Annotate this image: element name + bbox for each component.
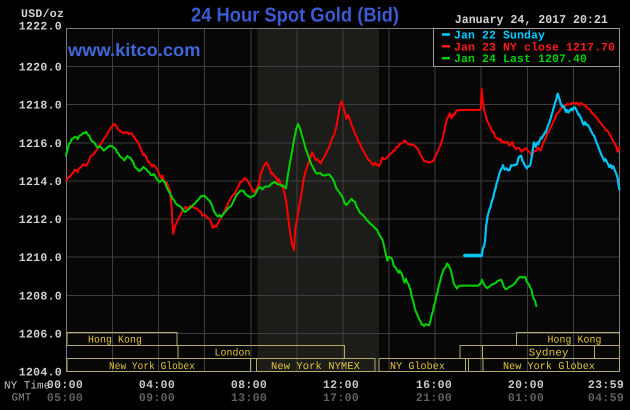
- svg-text:1220.0: 1220.0: [19, 62, 62, 75]
- svg-text:January 24, 2017 20:21: January 24, 2017 20:21: [455, 13, 608, 27]
- svg-text:Hong Kong: Hong Kong: [88, 334, 142, 346]
- svg-text:Jan 24 Last 1207.40: Jan 24 Last 1207.40: [454, 53, 587, 66]
- svg-text:17:00: 17:00: [323, 392, 359, 405]
- svg-text:04:59: 04:59: [588, 392, 624, 405]
- svg-text:1222.0: 1222.0: [19, 21, 62, 34]
- svg-text:NY Time: NY Time: [4, 381, 50, 393]
- svg-text:USD/oz: USD/oz: [21, 8, 64, 21]
- svg-text:1208.0: 1208.0: [19, 290, 62, 303]
- svg-text:GMT: GMT: [12, 393, 32, 405]
- svg-text:1204.0: 1204.0: [19, 367, 62, 380]
- svg-text:00:00: 00:00: [47, 379, 83, 392]
- svg-text:Jan 22 Sunday: Jan 22 Sunday: [454, 30, 545, 43]
- svg-text:04:00: 04:00: [139, 379, 175, 392]
- svg-text:1216.0: 1216.0: [19, 138, 62, 151]
- svg-text:1210.0: 1210.0: [19, 252, 62, 265]
- svg-text:24 Hour Spot Gold (Bid): 24 Hour Spot Gold (Bid): [191, 5, 399, 27]
- svg-text:London: London: [215, 348, 251, 360]
- svg-text:13:00: 13:00: [231, 392, 267, 405]
- svg-text:New York Globex: New York Globex: [109, 361, 195, 373]
- svg-text:1206.0: 1206.0: [19, 328, 62, 341]
- svg-text:16:00: 16:00: [416, 379, 452, 392]
- svg-text:www.kitco.com: www.kitco.com: [67, 40, 201, 60]
- svg-text:Jan 23 NY close 1217.70: Jan 23 NY close 1217.70: [454, 41, 615, 54]
- svg-text:1218.0: 1218.0: [19, 100, 62, 113]
- svg-text:1212.0: 1212.0: [19, 214, 62, 227]
- svg-text:Sydney: Sydney: [529, 348, 569, 360]
- svg-text:05:00: 05:00: [47, 392, 83, 405]
- svg-text:08:00: 08:00: [231, 379, 267, 392]
- svg-text:New York Globex: New York Globex: [503, 361, 595, 373]
- svg-text:09:00: 09:00: [139, 392, 175, 405]
- svg-text:New York NYMEX: New York NYMEX: [271, 361, 361, 373]
- svg-text:Hong Kong: Hong Kong: [548, 334, 602, 346]
- svg-text:20:00: 20:00: [508, 379, 544, 392]
- svg-text:1214.0: 1214.0: [19, 176, 62, 189]
- svg-text:21:00: 21:00: [416, 392, 452, 405]
- svg-text:NY Globex: NY Globex: [390, 361, 445, 373]
- svg-text:12:00: 12:00: [323, 379, 359, 392]
- svg-text:23:59: 23:59: [588, 379, 624, 392]
- svg-text:01:00: 01:00: [508, 392, 544, 405]
